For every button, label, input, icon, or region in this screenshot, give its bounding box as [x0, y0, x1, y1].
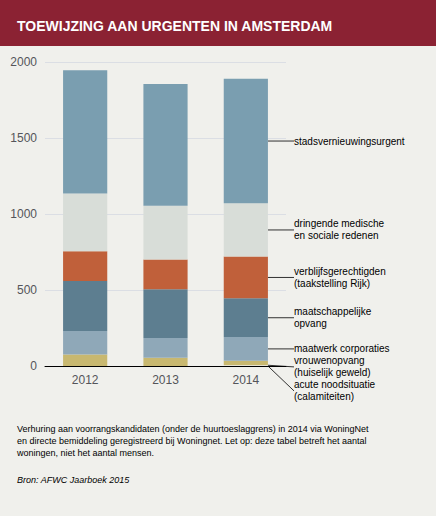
svg-text:Verhuring aan voorrangskandida: Verhuring aan voorrangskandidaten (onder… [17, 424, 369, 434]
svg-text:0: 0 [30, 359, 37, 373]
svg-text:2000: 2000 [10, 55, 37, 69]
svg-text:en sociale redenen: en sociale redenen [294, 230, 379, 241]
svg-text:TOEWIJZING AAN URGENTEN IN AMS: TOEWIJZING AAN URGENTEN IN AMSTERDAM [17, 18, 332, 34]
svg-text:2014: 2014 [232, 373, 259, 387]
svg-text:1000: 1000 [10, 207, 37, 221]
svg-text:maatschappelijke: maatschappelijke [294, 306, 372, 317]
svg-text:dringende medische: dringende medische [294, 218, 384, 229]
svg-text:(calamiteiten): (calamiteiten) [294, 391, 354, 402]
svg-text:500: 500 [17, 283, 37, 297]
svg-text:Bron: AFWC Jaarboek 2015: Bron: AFWC Jaarboek 2015 [17, 475, 130, 485]
svg-text:(huiselijk geweld): (huiselijk geweld) [294, 367, 371, 378]
svg-text:1500: 1500 [10, 131, 37, 145]
svg-text:acute noodsituatie: acute noodsituatie [294, 379, 376, 390]
svg-text:opvang: opvang [294, 318, 327, 329]
svg-text:verblijfsgerechtigden: verblijfsgerechtigden [294, 266, 386, 277]
svg-text:2012: 2012 [72, 373, 99, 387]
svg-text:vrouwenopvang: vrouwenopvang [294, 355, 365, 366]
svg-text:stadsvernieuwingsurgent: stadsvernieuwingsurgent [294, 136, 405, 147]
svg-text:2013: 2013 [152, 373, 179, 387]
svg-text:woningen, niet het aantal mens: woningen, niet het aantal mensen. [16, 448, 154, 458]
svg-text:maatwerk corporaties: maatwerk corporaties [294, 343, 390, 354]
svg-text:en directe bemiddeling geregis: en directe bemiddeling geregistreerd bij… [17, 436, 367, 446]
svg-text:(taakstelling Rijk): (taakstelling Rijk) [294, 278, 370, 289]
